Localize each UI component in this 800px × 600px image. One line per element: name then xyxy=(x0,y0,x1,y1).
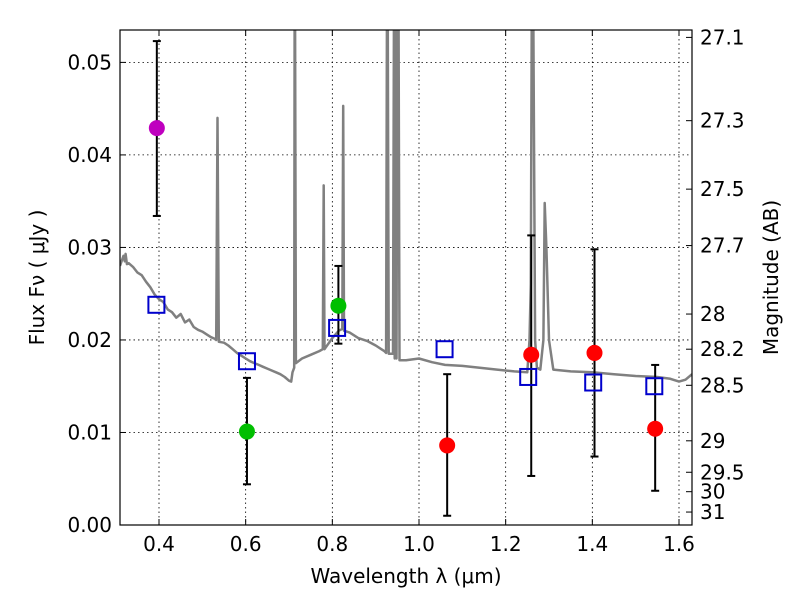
right-tick-label: 29.5 xyxy=(700,460,745,484)
model-photometry-point xyxy=(584,373,603,392)
x-tick-label: 0.6 xyxy=(230,532,262,556)
right-tick-label: 28.2 xyxy=(700,337,745,361)
x-tick-label: 1.0 xyxy=(403,532,435,556)
right-tick-label: 28 xyxy=(700,302,725,326)
error-bars xyxy=(152,40,660,517)
model-photometry-point xyxy=(645,377,664,396)
y-tick-label: 0.03 xyxy=(67,235,112,259)
y-tick-label: 0.02 xyxy=(67,328,112,352)
observed-red-point xyxy=(586,344,603,361)
observed-green-point xyxy=(238,423,255,440)
observed-red-point xyxy=(523,346,540,363)
observed-purple-point xyxy=(148,120,165,137)
model-photometry-point xyxy=(328,318,347,337)
markers xyxy=(147,120,664,454)
x-tick-label: 1.4 xyxy=(576,532,608,556)
right-tick-label: 30 xyxy=(700,480,725,504)
right-tick-label: 27.7 xyxy=(700,234,745,258)
y-tick-label: 0.00 xyxy=(67,513,112,537)
right-tick-label: 29 xyxy=(700,429,725,453)
y-axis-label: Flux Fν ( μJy ) xyxy=(25,210,49,346)
y-tick-label: 0.05 xyxy=(67,50,112,74)
observed-red-point xyxy=(439,437,456,454)
model-spectrum-line xyxy=(120,30,692,383)
x-tick-label: 1.6 xyxy=(663,532,695,556)
y-tick-label: 0.04 xyxy=(67,143,112,167)
right-tick-label: 27.5 xyxy=(700,177,745,201)
plot-frame xyxy=(119,29,693,526)
model-photometry-point xyxy=(237,352,256,371)
model-photometry-point xyxy=(519,367,538,386)
right-axis-label: Magnitude (AB) xyxy=(759,200,783,355)
right-tick-label: 27.1 xyxy=(700,25,745,49)
model-spectrum-layer xyxy=(120,30,692,383)
model-photometry-point xyxy=(435,340,454,359)
x-tick-label: 1.2 xyxy=(490,532,522,556)
x-tick-label: 0.8 xyxy=(316,532,348,556)
model-photometry-point xyxy=(147,295,166,314)
x-tick-label: 0.4 xyxy=(143,532,175,556)
observed-green-point xyxy=(330,297,347,314)
observed-red-point xyxy=(647,420,664,437)
grid xyxy=(120,30,692,526)
right-tick-label: 27.3 xyxy=(700,109,745,133)
right-tick-label: 31 xyxy=(700,500,725,524)
y-tick-label: 0.01 xyxy=(67,420,112,444)
right-tick-label: 28.5 xyxy=(700,373,745,397)
ticks: 0.4 0.6 0.8 1.0 1.2 1.4 1.6 0.00 0.01 0.02 0.03 0.0… xyxy=(67,25,744,556)
x-axis-label: Wavelength λ (μm) xyxy=(310,564,501,588)
